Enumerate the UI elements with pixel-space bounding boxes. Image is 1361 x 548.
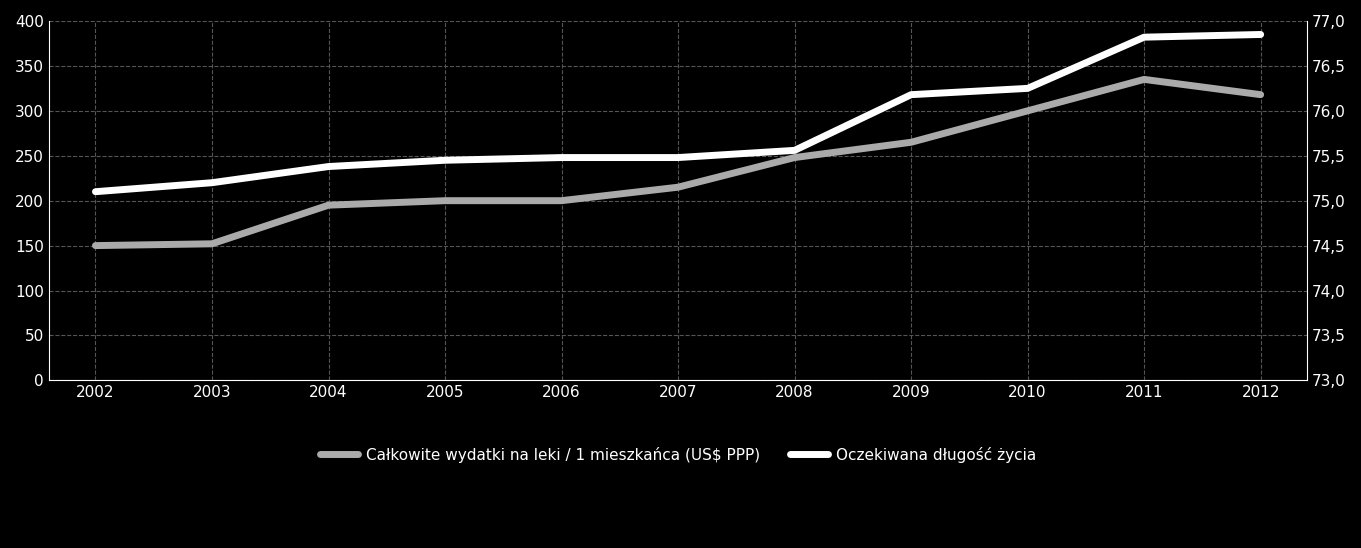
Legend: Całkowite wydatki na leki / 1 mieszkańca (US$ PPP), Oczekiwana długość życia: Całkowite wydatki na leki / 1 mieszkańca… (320, 447, 1036, 463)
